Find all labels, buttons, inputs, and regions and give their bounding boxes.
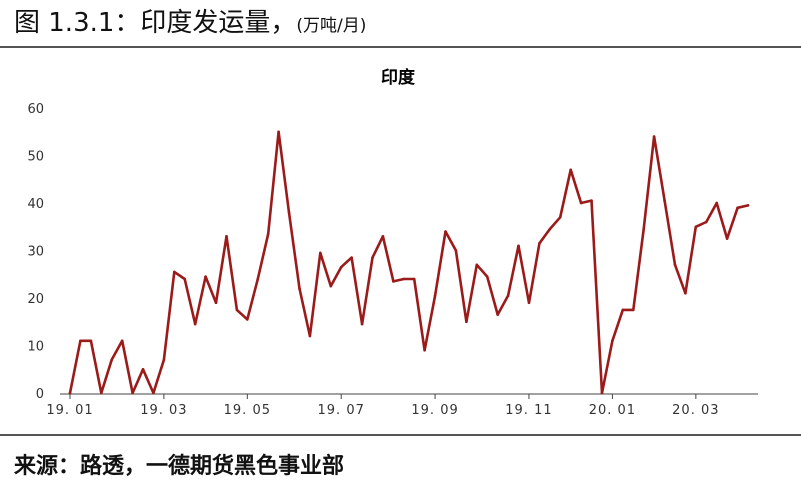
data-point: [527, 301, 531, 305]
data-point: [246, 318, 249, 321]
x-tick-label: 20. 01: [589, 403, 636, 418]
data-point: [141, 367, 145, 371]
data-point: [548, 227, 552, 231]
data-point: [715, 201, 719, 205]
y-tick-label: 40: [27, 197, 44, 212]
data-point: [99, 391, 103, 395]
data-point: [736, 206, 739, 210]
data-point: [79, 339, 82, 343]
data-point: [538, 242, 541, 245]
data-point: [214, 301, 218, 305]
data-point: [381, 234, 385, 238]
source-note: 来源：路透，一德期货黑色事业部: [14, 454, 345, 479]
x-tick-label: 19. 05: [224, 403, 271, 418]
data-point: [173, 270, 176, 274]
data-point: [611, 339, 614, 343]
data-point: [120, 339, 124, 343]
chart-area: 印度 0 10 20 30 40 50 60 19. 01 19. 03 19. 05 19. 0…: [0, 48, 801, 433]
data-point: [631, 308, 635, 312]
data-point: [517, 244, 520, 248]
data-point: [392, 280, 395, 283]
data-point: [558, 215, 562, 219]
x-tick-label: 19. 09: [411, 403, 458, 418]
data-point: [193, 322, 197, 326]
y-tick-label: 60: [27, 102, 44, 117]
x-tick-label: 19. 07: [318, 403, 365, 418]
data-point: [152, 391, 155, 395]
data-point: [663, 199, 666, 202]
data-point: [319, 251, 322, 255]
data-point: [454, 249, 458, 252]
data-point: [579, 201, 583, 205]
data-point: [746, 204, 750, 207]
data-point: [110, 358, 114, 362]
figure-unit: (万吨/月): [296, 16, 367, 36]
data-point: [350, 256, 353, 259]
data-point: [506, 294, 510, 297]
data-point: [89, 339, 93, 343]
x-tick-label: 19. 01: [46, 403, 93, 418]
data-point: [621, 308, 625, 312]
data-point: [652, 135, 656, 138]
y-axis: 0 10 20 30 40 50 60: [27, 102, 44, 402]
data-point: [465, 320, 468, 324]
data-point: [423, 348, 426, 352]
x-tick-label: 19. 11: [505, 403, 552, 418]
data-point: [183, 277, 187, 281]
data-point: [569, 168, 572, 172]
data-point: [673, 263, 677, 267]
data-point: [444, 230, 447, 233]
data-point: [339, 265, 343, 269]
data-point: [162, 358, 166, 362]
data-point: [266, 232, 270, 236]
data-point: [496, 313, 499, 316]
data-point: [371, 256, 374, 259]
data-point: [704, 220, 708, 224]
y-tick-label: 30: [27, 245, 44, 260]
data-point: [287, 211, 291, 214]
x-tick-label: 20. 03: [672, 403, 719, 418]
data-point: [277, 130, 280, 134]
series-line: [68, 130, 750, 395]
y-tick-label: 10: [27, 340, 44, 355]
data-point: [225, 234, 228, 238]
data-point: [329, 284, 333, 288]
data-point: [590, 199, 593, 202]
y-tick-label: 0: [36, 387, 44, 402]
data-point: [131, 391, 134, 395]
figure-header: 图 1.3.1：印度发运量，(万吨/月): [0, 0, 801, 48]
data-point: [308, 334, 312, 338]
data-point: [68, 391, 72, 395]
data-point: [684, 291, 687, 295]
data-point: [694, 225, 698, 229]
data-point: [412, 277, 416, 281]
chart-title: 印度: [381, 67, 416, 88]
figure-title: 图 1.3.1：印度发运量，(万吨/月): [14, 8, 366, 41]
data-point: [475, 263, 479, 267]
data-point: [256, 277, 260, 281]
data-point: [485, 275, 489, 278]
data-point: [235, 308, 239, 312]
x-axis: 19. 01 19. 03 19. 05 19. 07 19. 09 19. 11 20. …: [46, 393, 758, 418]
data-point: [402, 277, 406, 281]
figure-label: 图 1.3.1：印度发运量，: [14, 8, 297, 38]
data-point: [298, 287, 301, 290]
data-point: [600, 391, 604, 395]
data-point: [642, 227, 645, 231]
x-tick-label: 19. 03: [140, 403, 187, 418]
figure-footer: 来源：路透，一德期货黑色事业部: [0, 434, 801, 488]
data-point: [360, 322, 364, 326]
data-point: [433, 294, 437, 297]
data-point: [725, 237, 729, 240]
data-point: [204, 275, 207, 278]
y-tick-label: 20: [27, 292, 44, 307]
y-tick-label: 50: [27, 150, 44, 165]
series-layer: [68, 130, 750, 395]
